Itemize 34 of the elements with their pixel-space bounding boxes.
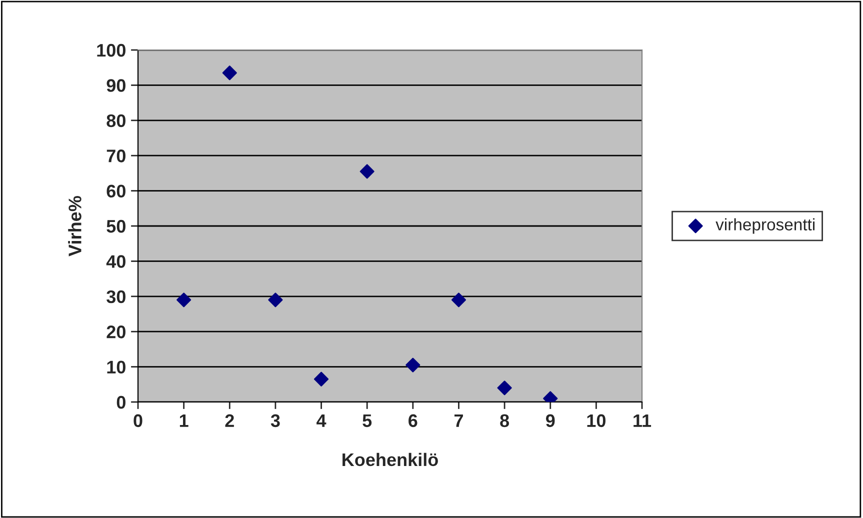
x-tick-label: 6 [408, 414, 418, 428]
y-tick-label: 0 [116, 396, 126, 409]
point [268, 292, 283, 308]
y-tick-label: 40 [106, 255, 126, 268]
x-axis-title: Koehenkilö [342, 452, 438, 466]
x-tick-label: 8 [500, 414, 510, 428]
point [360, 164, 374, 179]
y-tick-label: 10 [107, 360, 126, 374]
x-tick-label: 9 [546, 414, 555, 428]
x-tick-label: 3 [270, 414, 280, 428]
x-tick-label: 10 [587, 414, 606, 428]
x-tick-label: 0 [134, 414, 142, 428]
y-tick-label: 60 [106, 184, 126, 198]
y-axis-title: Virhe% [68, 196, 82, 256]
x-tick-label: 1 [180, 414, 188, 427]
point [406, 358, 420, 372]
y-tick-label: 90 [106, 79, 126, 92]
y-tick-label: 70 [106, 150, 126, 162]
y-tick-label: 80 [106, 114, 126, 128]
point [222, 66, 237, 80]
y-tick-label: 100 [97, 44, 126, 57]
legend-label: virheprosentti [716, 218, 814, 234]
x-tick-label: 5 [362, 414, 372, 428]
y-tick-label: 30 [106, 290, 126, 304]
x-tick-label: 4 [316, 414, 326, 427]
point [451, 292, 466, 308]
y-tick-label: 20 [106, 326, 126, 338]
point [497, 380, 512, 396]
x-tick-label: 2 [225, 414, 234, 427]
point [314, 372, 329, 386]
y-tick-label: 50 [106, 220, 126, 233]
x-tick-label: 11 [634, 414, 652, 427]
x-tick-label: 7 [454, 414, 463, 427]
point [176, 292, 192, 308]
